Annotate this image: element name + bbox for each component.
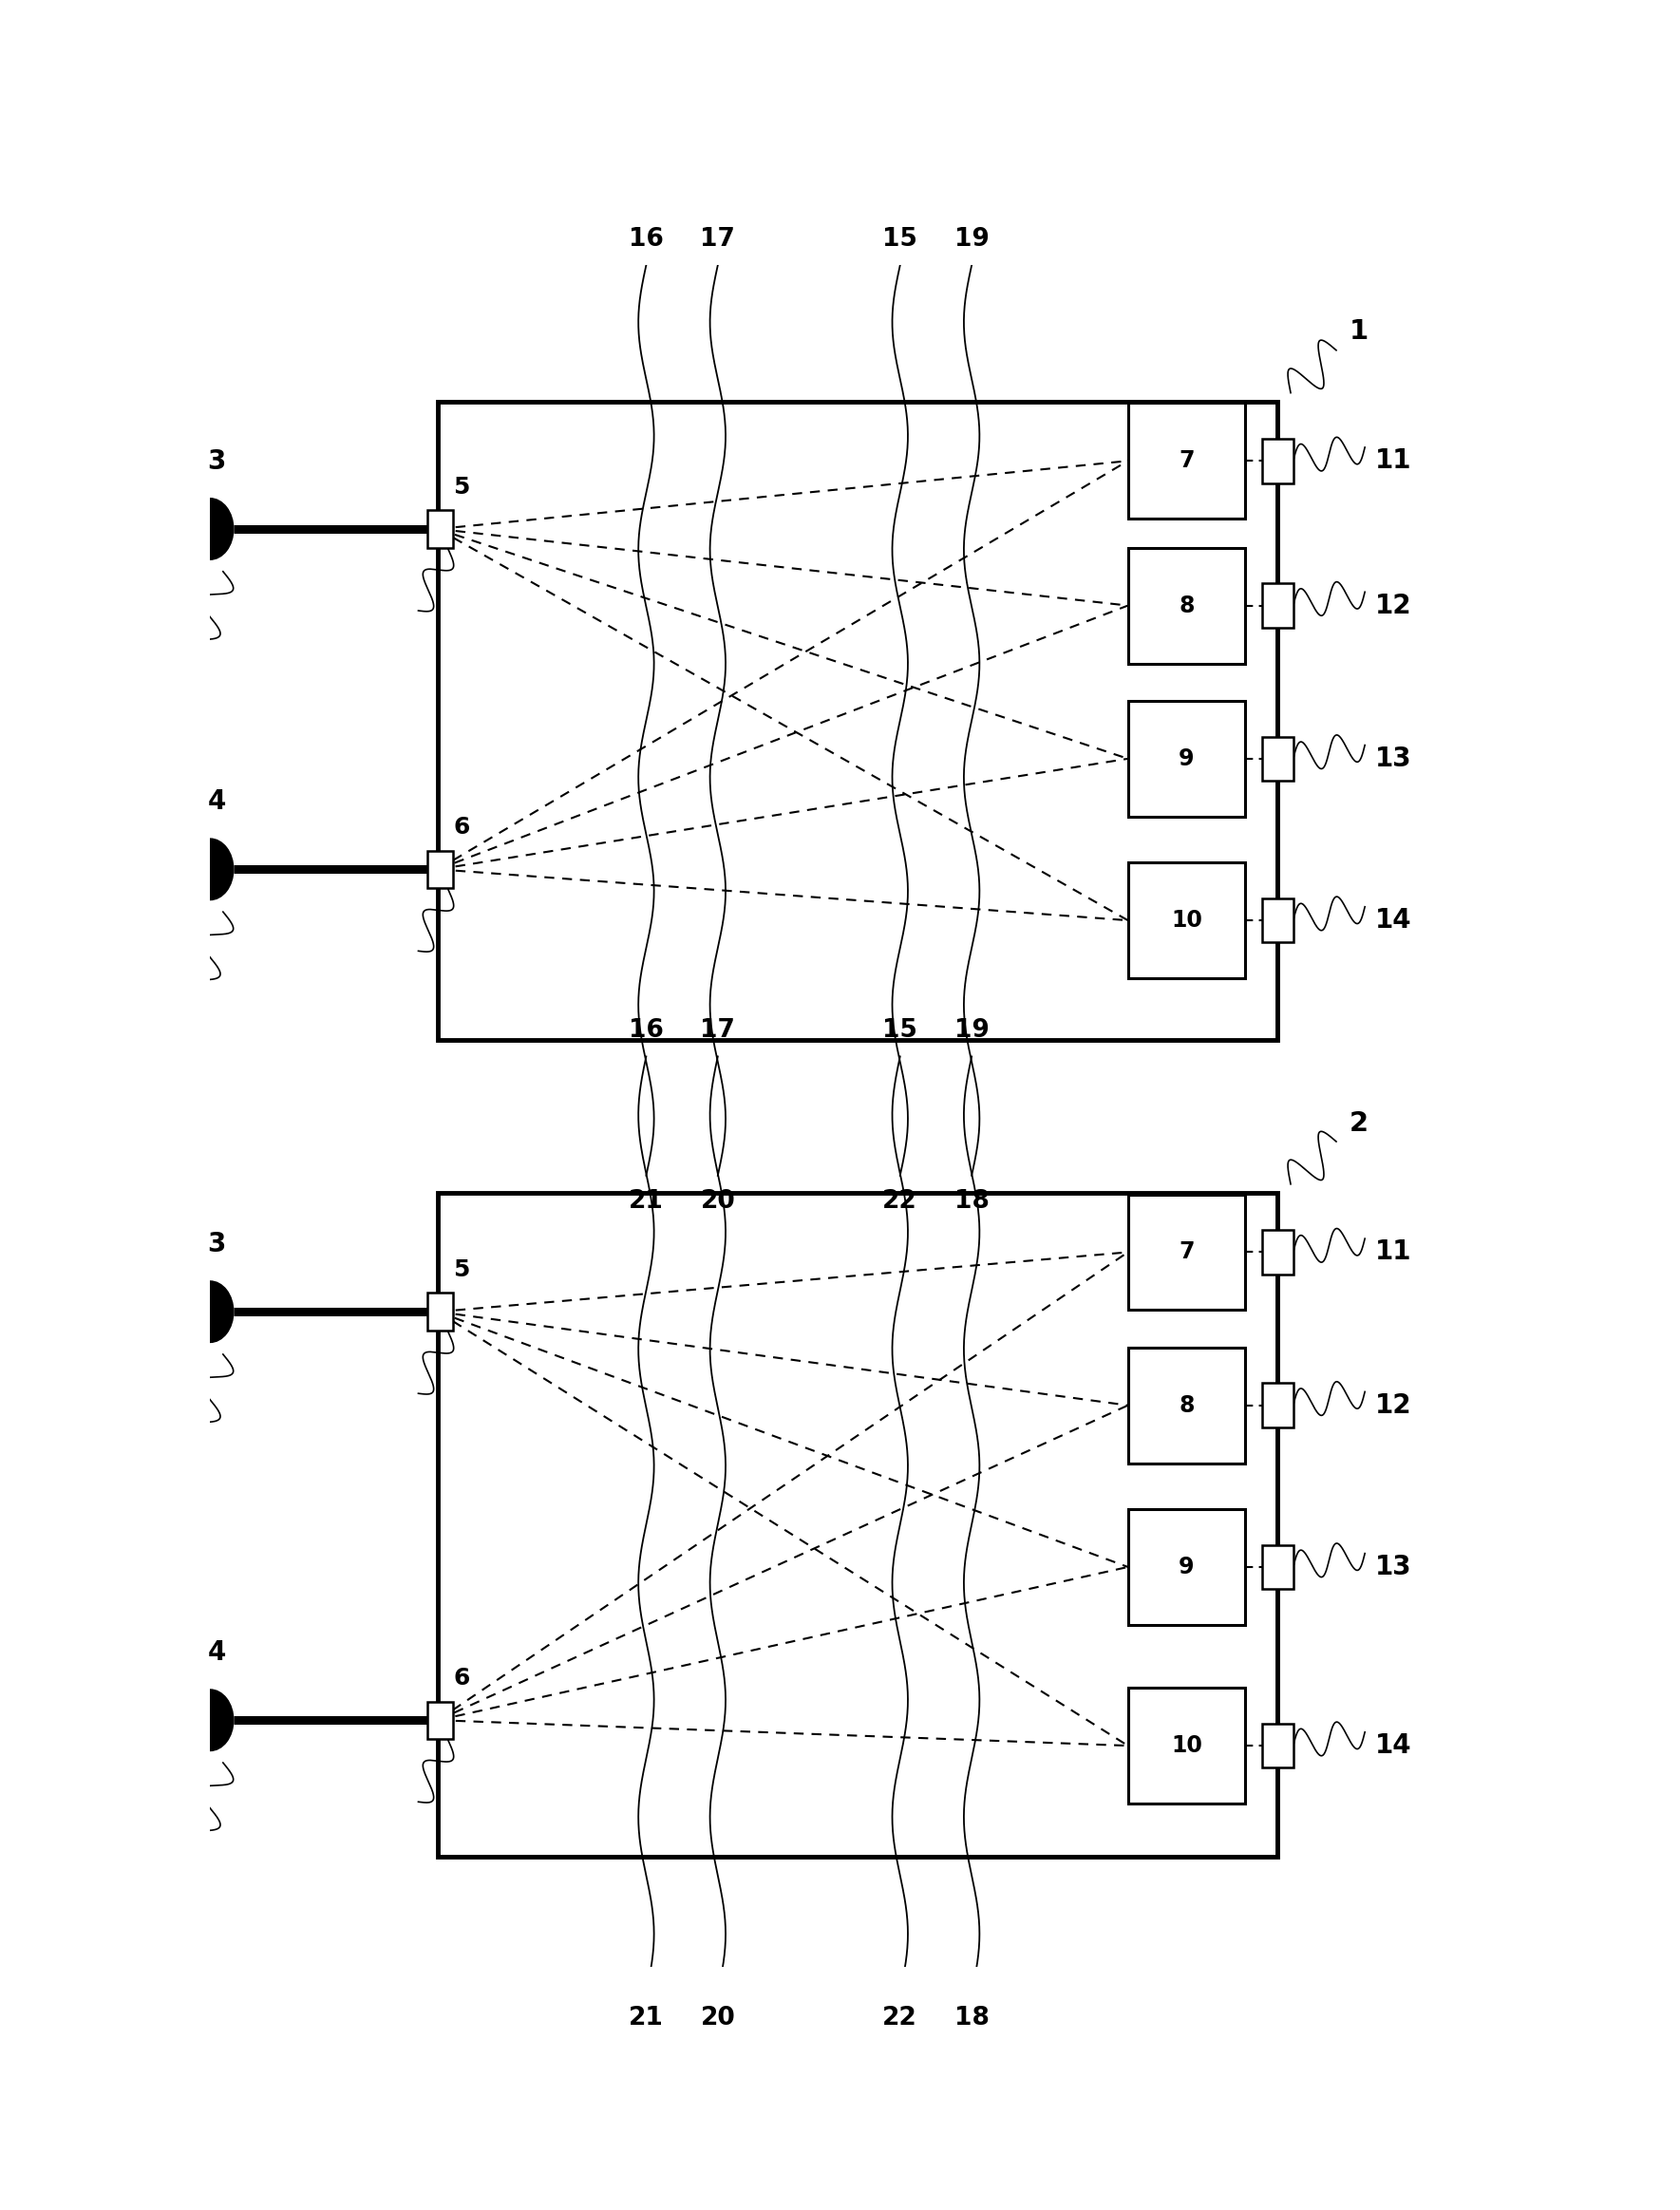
Bar xyxy=(1127,1193,1245,1311)
Text: 22: 22 xyxy=(882,2007,917,2031)
Bar xyxy=(1262,1724,1294,1768)
Bar xyxy=(1262,583,1294,628)
Text: 11: 11 xyxy=(1376,1240,1411,1266)
Text: 20: 20 xyxy=(701,2007,736,2031)
Text: 22: 22 xyxy=(882,1189,917,1213)
Text: 10: 10 xyxy=(1171,1735,1203,1757)
Text: 15: 15 xyxy=(882,1019,917,1043)
Text: 5: 5 xyxy=(454,475,470,497)
Text: 21: 21 xyxy=(628,1189,664,1213)
Text: 19: 19 xyxy=(954,1019,990,1043)
Text: 14: 14 xyxy=(1376,1733,1411,1759)
Text: 17: 17 xyxy=(701,1019,736,1043)
Bar xyxy=(1127,1509,1245,1624)
Text: 7: 7 xyxy=(1179,1240,1194,1264)
Text: 13: 13 xyxy=(1376,1554,1411,1580)
Bar xyxy=(1127,701,1245,815)
Text: 1: 1 xyxy=(1349,318,1369,345)
Text: 18: 18 xyxy=(954,2007,990,2031)
Text: 9: 9 xyxy=(1179,747,1194,769)
Bar xyxy=(1262,440,1294,484)
Circle shape xyxy=(186,1282,234,1341)
Bar xyxy=(427,851,454,888)
Text: 8: 8 xyxy=(1179,1395,1194,1417)
Text: 3: 3 xyxy=(207,1231,225,1257)
Text: 16: 16 xyxy=(628,228,664,252)
Text: 10: 10 xyxy=(1171,908,1203,933)
Text: 18: 18 xyxy=(954,1189,990,1213)
Bar xyxy=(427,1702,454,1739)
Text: 11: 11 xyxy=(1376,449,1411,475)
Bar xyxy=(1127,862,1245,979)
Text: 2: 2 xyxy=(1349,1109,1369,1136)
Text: 13: 13 xyxy=(1376,745,1411,771)
Text: 14: 14 xyxy=(1376,906,1411,933)
Text: 4: 4 xyxy=(207,789,225,815)
Text: 8: 8 xyxy=(1179,594,1194,617)
Bar xyxy=(1262,1383,1294,1428)
Bar xyxy=(1127,1688,1245,1803)
Text: 12: 12 xyxy=(1376,592,1411,619)
Text: 12: 12 xyxy=(1376,1392,1411,1419)
Bar xyxy=(1262,736,1294,780)
Text: 6: 6 xyxy=(454,1666,470,1688)
Circle shape xyxy=(186,497,234,559)
Text: 7: 7 xyxy=(1179,449,1194,473)
Text: 4: 4 xyxy=(207,1640,225,1666)
Circle shape xyxy=(186,838,234,899)
Bar xyxy=(427,1293,454,1330)
Text: 16: 16 xyxy=(628,1019,664,1043)
Circle shape xyxy=(186,1688,234,1750)
Text: 15: 15 xyxy=(882,228,917,252)
Text: 3: 3 xyxy=(207,449,225,475)
Bar xyxy=(1262,897,1294,941)
Bar xyxy=(438,1193,1278,1856)
Text: 19: 19 xyxy=(954,228,990,252)
Text: 5: 5 xyxy=(454,1257,470,1282)
Bar xyxy=(1127,1348,1245,1463)
Text: 21: 21 xyxy=(628,2007,664,2031)
Text: 17: 17 xyxy=(701,228,736,252)
Text: 9: 9 xyxy=(1179,1556,1194,1578)
Bar xyxy=(438,402,1278,1039)
Bar xyxy=(1127,548,1245,663)
Bar xyxy=(1262,1545,1294,1589)
Bar xyxy=(1127,402,1245,519)
Bar xyxy=(1262,1231,1294,1275)
Text: 20: 20 xyxy=(701,1189,736,1213)
Text: 6: 6 xyxy=(454,815,470,838)
Bar xyxy=(427,511,454,548)
